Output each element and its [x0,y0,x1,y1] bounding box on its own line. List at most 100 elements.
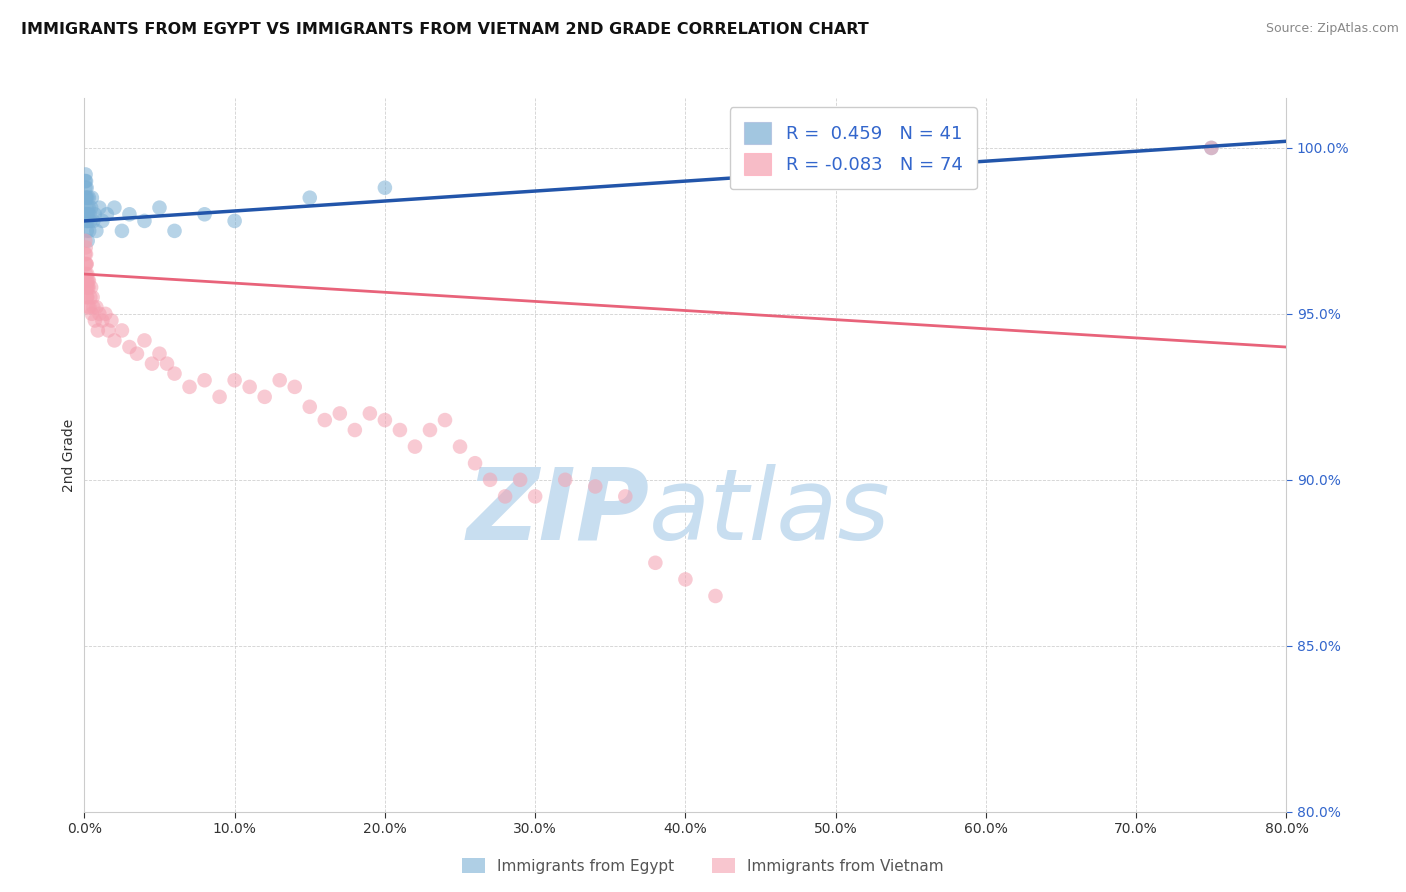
Point [76,207,98,221]
Point [91,214,114,228]
Legend: R =  0.459   N = 41, R = -0.083   N = 74: R = 0.459 N = 41, R = -0.083 N = 74 [730,107,977,189]
Point [75,257,97,271]
Point [77,214,100,228]
Point [75,267,97,281]
Point [359,406,381,420]
Point [76,290,98,304]
Point [73,247,96,261]
Point [76,224,98,238]
Point [75,201,97,215]
Point [253,390,276,404]
Point [224,373,246,387]
Point [141,357,163,371]
Point [75,180,97,194]
Point [148,201,170,215]
Point [1201,141,1223,155]
Point [76,280,98,294]
Point [163,367,186,381]
Point [76,290,98,304]
Point [83,313,105,327]
Legend: Immigrants from Egypt, Immigrants from Vietnam: Immigrants from Egypt, Immigrants from V… [456,852,950,880]
Point [343,423,366,437]
Point [374,180,396,194]
Point [314,413,336,427]
Point [269,373,291,387]
Point [75,207,97,221]
Point [434,413,457,427]
Point [404,440,426,454]
Text: ZIP: ZIP [467,464,650,560]
Point [103,334,125,348]
Point [77,207,100,221]
Point [75,191,97,205]
Point [89,201,111,215]
Point [75,174,97,188]
Point [479,473,502,487]
Point [239,380,262,394]
Point [464,456,486,470]
Point [704,589,727,603]
Text: Source: ZipAtlas.com: Source: ZipAtlas.com [1265,22,1399,36]
Point [76,234,98,248]
Point [76,257,98,271]
Point [156,357,179,371]
Point [298,400,321,414]
Point [87,323,110,337]
Point [75,247,97,261]
Point [675,573,697,587]
Point [79,290,101,304]
Text: atlas: atlas [650,464,891,560]
Point [76,267,98,281]
Point [103,201,125,215]
Point [82,290,104,304]
Point [77,201,100,215]
Point [100,313,122,327]
Point [80,201,103,215]
Point [494,490,516,504]
Point [644,556,666,570]
Point [80,191,103,205]
Point [97,323,120,337]
Point [77,274,100,288]
Point [148,347,170,361]
Text: IMMIGRANTS FROM EGYPT VS IMMIGRANTS FROM VIETNAM 2ND GRADE CORRELATION CHART: IMMIGRANTS FROM EGYPT VS IMMIGRANTS FROM… [21,22,869,37]
Point [118,207,141,221]
Point [77,280,100,294]
Point [134,214,156,228]
Point [80,307,103,321]
Point [75,257,97,271]
Point [329,406,352,420]
Point [583,479,606,493]
Point [125,347,148,361]
Point [83,207,105,221]
Point [614,490,637,504]
Point [94,307,117,321]
Point [91,313,114,327]
Point [76,280,98,294]
Point [80,280,103,294]
Point [194,373,217,387]
Point [163,224,186,238]
Point [111,224,134,238]
Point [75,214,97,228]
Point [449,440,471,454]
Point [179,380,201,394]
Point [76,274,98,288]
Point [134,334,156,348]
Point [284,380,307,394]
Point [554,473,576,487]
Point [82,300,104,314]
Point [118,340,141,354]
Point [75,240,97,254]
Point [419,423,441,437]
Point [77,224,100,238]
Point [75,274,97,288]
Point [75,174,97,188]
Point [79,207,101,221]
Point [77,274,100,288]
Point [524,490,547,504]
Point [208,390,231,404]
Point [75,191,97,205]
Point [77,191,100,205]
Point [96,207,118,221]
